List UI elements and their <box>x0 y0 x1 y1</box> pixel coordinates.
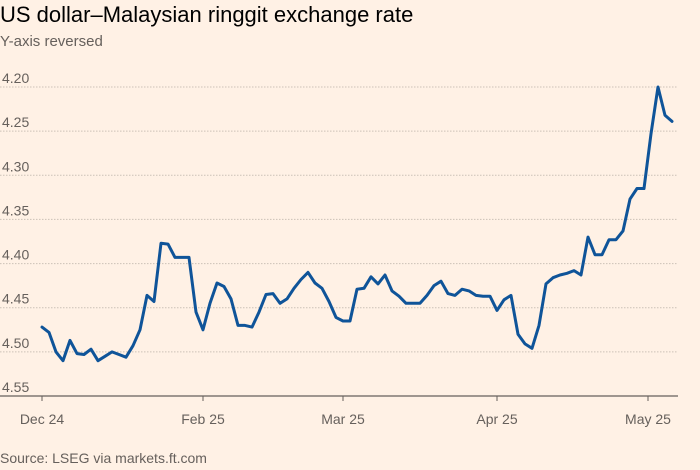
y-axis-ticks: 4.20 4.25 4.30 4.35 4.40 4.45 4.50 4.55 <box>2 70 29 395</box>
x-tick-label: Apr 25 <box>476 411 517 427</box>
gridlines <box>0 86 678 397</box>
chart-subtitle: Y-axis reversed <box>0 33 103 50</box>
y-tick-label: 4.25 <box>2 114 29 130</box>
series-line <box>40 85 674 363</box>
x-tick-label: Dec 24 <box>20 411 65 427</box>
x-tick-label: Feb 25 <box>181 411 225 427</box>
y-tick-label: 4.35 <box>2 202 29 218</box>
x-tick-label: May 25 <box>625 411 671 427</box>
y-tick-label: 4.20 <box>2 70 29 86</box>
y-tick-label: 4.45 <box>2 291 29 307</box>
y-tick-label: 4.55 <box>2 379 29 395</box>
y-tick-label: 4.40 <box>2 247 29 263</box>
chart-title: US dollar–Malaysian ringgit exchange rat… <box>0 2 414 27</box>
x-tick-label: Mar 25 <box>321 411 365 427</box>
series-lines <box>40 85 674 363</box>
x-axis-ticks: Dec 24 Feb 25 Mar 25 Apr 25 May 25 <box>20 396 671 427</box>
y-tick-label: 4.30 <box>2 158 29 174</box>
chart-source: Source: LSEG via markets.ft.com <box>0 450 207 466</box>
y-tick-label: 4.50 <box>2 335 29 351</box>
